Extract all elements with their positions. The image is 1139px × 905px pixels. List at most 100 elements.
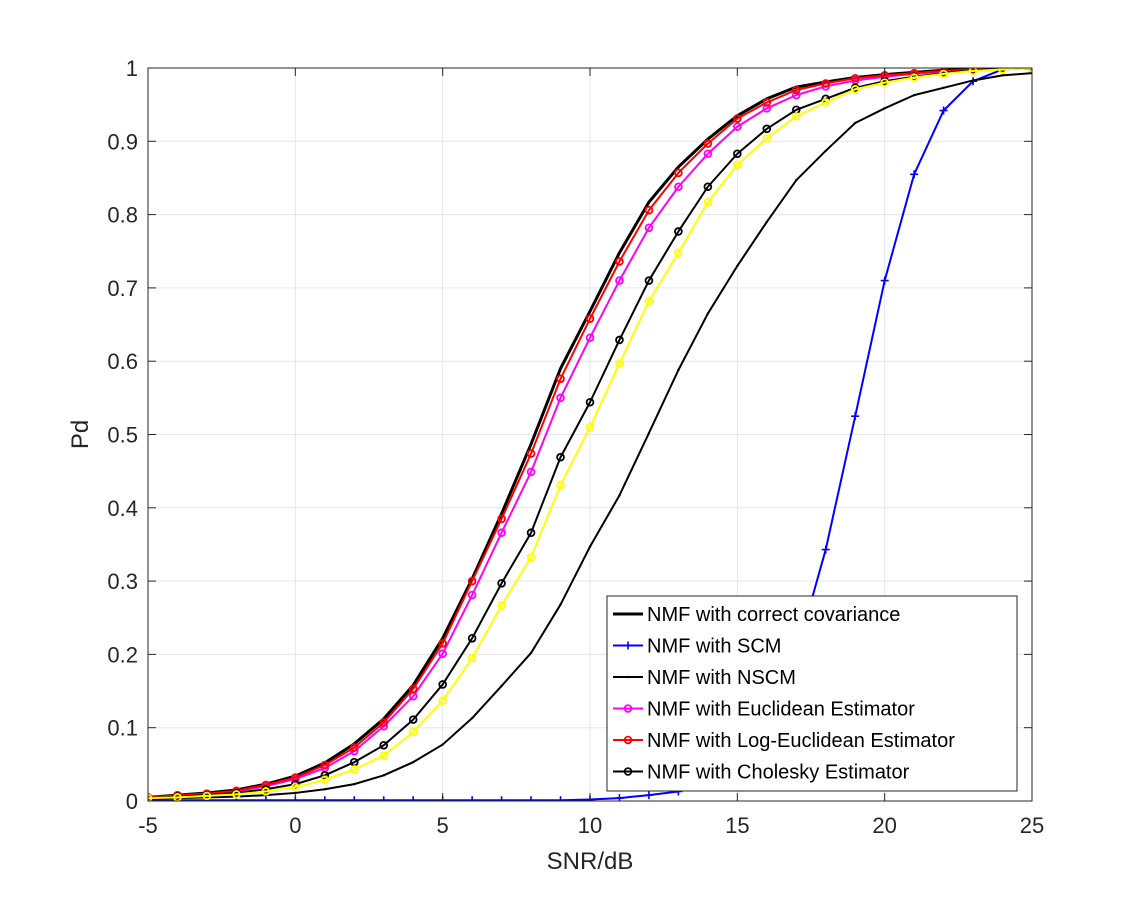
legend-item: NMF with SCM	[613, 636, 781, 658]
data-point	[497, 796, 506, 801]
data-point	[556, 374, 565, 384]
data-point	[379, 740, 389, 750]
data-point	[588, 545, 592, 548]
data-point	[261, 787, 271, 796]
data-point	[408, 684, 418, 694]
data-point	[850, 73, 860, 83]
data-point	[615, 359, 624, 368]
data-point	[408, 715, 418, 724]
data-point	[791, 90, 801, 100]
data-point	[733, 149, 742, 159]
data-point	[854, 121, 857, 125]
data-point	[526, 528, 536, 538]
data-point	[615, 276, 624, 285]
legend-item: NMF with Cholesky Estimator	[613, 762, 910, 784]
data-point	[497, 528, 506, 538]
data-point	[733, 160, 742, 170]
data-point	[644, 205, 654, 215]
data-point	[644, 791, 653, 800]
data-point	[382, 774, 385, 777]
data-point	[556, 452, 565, 462]
data-point	[791, 85, 801, 95]
legend-item: NMF with correct covariance	[613, 604, 900, 626]
data-point	[379, 751, 389, 760]
data-point	[526, 552, 536, 562]
data-point	[526, 467, 536, 477]
data-point	[850, 84, 860, 94]
data-point	[349, 743, 359, 752]
data-point	[202, 791, 212, 801]
data-point	[497, 514, 506, 524]
y-axis-label: Pd	[67, 420, 94, 449]
data-point	[291, 782, 300, 792]
data-point	[795, 178, 798, 182]
legend-label: NMF with SCM	[647, 636, 781, 658]
data-point	[615, 257, 624, 266]
data-point	[409, 796, 418, 801]
data-point	[232, 790, 241, 799]
data-point	[677, 368, 680, 372]
data-point	[585, 397, 595, 407]
data-point	[438, 649, 447, 658]
x-tick-label: 10	[578, 813, 602, 838]
data-point	[350, 796, 359, 801]
data-point	[497, 578, 506, 588]
y-tick-label: 0.8	[107, 203, 138, 228]
data-point	[644, 296, 654, 306]
data-point	[320, 796, 329, 801]
y-tick-label: 0.1	[107, 716, 138, 741]
data-point	[644, 276, 654, 285]
data-point	[556, 393, 565, 403]
data-point	[529, 651, 533, 655]
x-tick-label: 5	[437, 813, 449, 838]
data-point	[467, 653, 477, 663]
x-tick-label: 15	[725, 813, 749, 838]
y-tick-label: 0.2	[107, 642, 138, 667]
data-point	[556, 796, 565, 801]
data-point	[379, 796, 388, 801]
x-tick-label: -5	[138, 813, 158, 838]
x-tick-label: 0	[289, 813, 301, 838]
legend-label: NMF with NSCM	[647, 667, 796, 689]
data-point	[912, 93, 916, 97]
data-point	[736, 264, 739, 268]
data-point	[703, 197, 713, 207]
data-point	[468, 796, 477, 801]
y-tick-label: 0.5	[107, 423, 138, 448]
legend-label: NMF with Euclidean Estimator	[647, 699, 915, 721]
legend-box	[606, 595, 1018, 792]
data-point	[353, 782, 356, 786]
data-point	[467, 633, 477, 643]
x-axis-label: SNR/dB	[547, 848, 634, 875]
data-point	[408, 727, 418, 737]
legend-label: NMF with Cholesky Estimator	[647, 762, 910, 784]
data-point	[467, 590, 477, 600]
data-point	[880, 276, 889, 285]
data-point	[320, 760, 330, 770]
series-line	[148, 68, 1032, 800]
legend: NMF with correct covariance NMF with SCM N…	[606, 595, 1018, 792]
data-point	[618, 494, 621, 497]
legend-swatch-marker	[626, 675, 630, 679]
legend-swatch-marker	[623, 704, 633, 713]
y-tick-label: 0.6	[107, 349, 138, 374]
data-point	[909, 73, 919, 82]
data-point	[703, 182, 713, 192]
data-point	[438, 696, 447, 705]
data-point	[615, 335, 624, 345]
y-tick-label: 0.7	[107, 276, 138, 301]
legend-item: NMF with NSCM	[613, 667, 796, 689]
data-point	[644, 223, 654, 233]
data-point	[585, 314, 595, 323]
data-point	[470, 716, 474, 720]
data-point	[556, 480, 565, 490]
data-point	[910, 170, 919, 179]
data-point	[674, 227, 683, 236]
data-point	[821, 545, 830, 554]
x-tick-label: 25	[1020, 813, 1044, 838]
data-point	[497, 600, 506, 610]
data-point	[294, 791, 297, 795]
legend-swatch-marker	[623, 767, 633, 776]
data-point	[939, 69, 948, 79]
